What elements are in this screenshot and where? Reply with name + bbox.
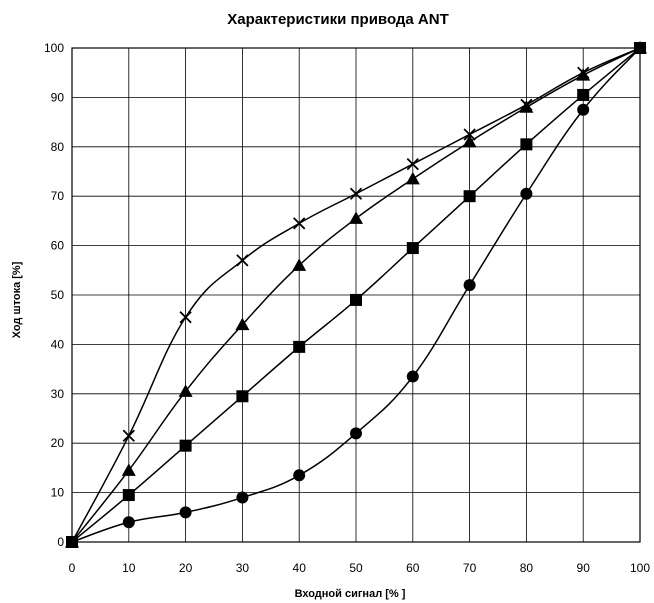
y-tick-label: 10 bbox=[51, 486, 65, 500]
x-tick-label: 10 bbox=[122, 561, 136, 575]
markers-group bbox=[65, 41, 647, 549]
data-point-cross bbox=[406, 157, 419, 171]
data-point-circle bbox=[350, 427, 362, 440]
y-tick-label: 90 bbox=[51, 90, 65, 104]
data-point-circle bbox=[406, 370, 419, 383]
chart-title: Характеристики привода ANT bbox=[227, 11, 449, 28]
y-axis-label: Ход штока [%] bbox=[11, 261, 23, 338]
data-point-cross bbox=[463, 128, 476, 141]
data-point-cross bbox=[236, 254, 249, 267]
data-point-square bbox=[463, 190, 476, 203]
x-tick-label: 0 bbox=[69, 561, 76, 575]
data-point-circle bbox=[122, 516, 135, 529]
x-tick-label: 90 bbox=[577, 561, 591, 575]
marker-cross-stroke bbox=[122, 429, 135, 442]
data-point-cross bbox=[179, 311, 192, 324]
data-point-cross bbox=[349, 187, 363, 200]
y-tick-label: 20 bbox=[51, 436, 65, 450]
data-point-circle bbox=[236, 491, 249, 504]
data-point-circle bbox=[463, 279, 476, 292]
marker-cross-stroke bbox=[293, 217, 306, 230]
data-point-circle bbox=[293, 469, 306, 482]
plot-frame bbox=[71, 47, 641, 543]
x-tick-label: 60 bbox=[406, 561, 420, 575]
marker-cross-stroke bbox=[463, 128, 476, 141]
y-tick-label: 60 bbox=[51, 239, 65, 253]
tick-labels: 0 10 20 30 40 50 60 70 80 90 100 0 10 20 30 40 50 60 70 80 9… bbox=[44, 41, 650, 575]
data-point-triangle bbox=[292, 258, 307, 271]
series-line-triangle bbox=[71, 47, 641, 543]
y-tick-label: 70 bbox=[51, 189, 65, 203]
data-point-triangle bbox=[349, 211, 363, 224]
x-tick-label: 70 bbox=[463, 561, 477, 575]
series-line-cross bbox=[71, 47, 641, 543]
marker-cross-stroke bbox=[406, 157, 419, 171]
data-point-circle bbox=[520, 187, 533, 200]
data-point-cross bbox=[122, 429, 135, 442]
data-point-triangle bbox=[235, 317, 250, 331]
data-point-triangle bbox=[121, 463, 136, 476]
x-tick-label: 50 bbox=[349, 561, 363, 575]
data-point-triangle bbox=[519, 100, 534, 113]
data-point-square bbox=[122, 489, 135, 502]
data-point-triangle bbox=[576, 68, 591, 81]
data-point-square bbox=[406, 242, 419, 255]
y-tick-label: 0 bbox=[57, 535, 64, 549]
x-tick-label: 80 bbox=[520, 561, 534, 575]
y-tick-label: 100 bbox=[44, 41, 64, 55]
y-tick-label: 40 bbox=[51, 337, 65, 351]
y-tick-label: 30 bbox=[51, 387, 65, 401]
x-tick-label: 20 bbox=[179, 561, 193, 575]
data-point-square bbox=[520, 138, 533, 151]
data-point-square bbox=[350, 293, 362, 306]
data-point-square bbox=[236, 390, 249, 403]
data-point-circle bbox=[577, 103, 590, 116]
data-point-triangle bbox=[405, 171, 420, 185]
x-tick-label: 40 bbox=[293, 561, 307, 575]
data-point-square bbox=[293, 340, 306, 353]
y-tick-label: 50 bbox=[51, 288, 65, 302]
data-point-square bbox=[179, 439, 192, 452]
x-tick-label: 30 bbox=[236, 561, 250, 575]
x-tick-label: 100 bbox=[630, 561, 650, 575]
x-axis-label: Входной сигнал [% ] bbox=[295, 588, 406, 600]
marker-cross-stroke bbox=[179, 311, 192, 324]
data-point-cross bbox=[293, 217, 306, 230]
marker-cross-stroke bbox=[349, 187, 363, 200]
data-point-circle bbox=[179, 506, 192, 519]
data-point-triangle bbox=[462, 134, 477, 148]
marker-cross-stroke bbox=[236, 254, 249, 267]
data-point-square bbox=[577, 88, 590, 101]
y-tick-label: 80 bbox=[51, 140, 65, 154]
data-point-triangle bbox=[178, 384, 193, 397]
